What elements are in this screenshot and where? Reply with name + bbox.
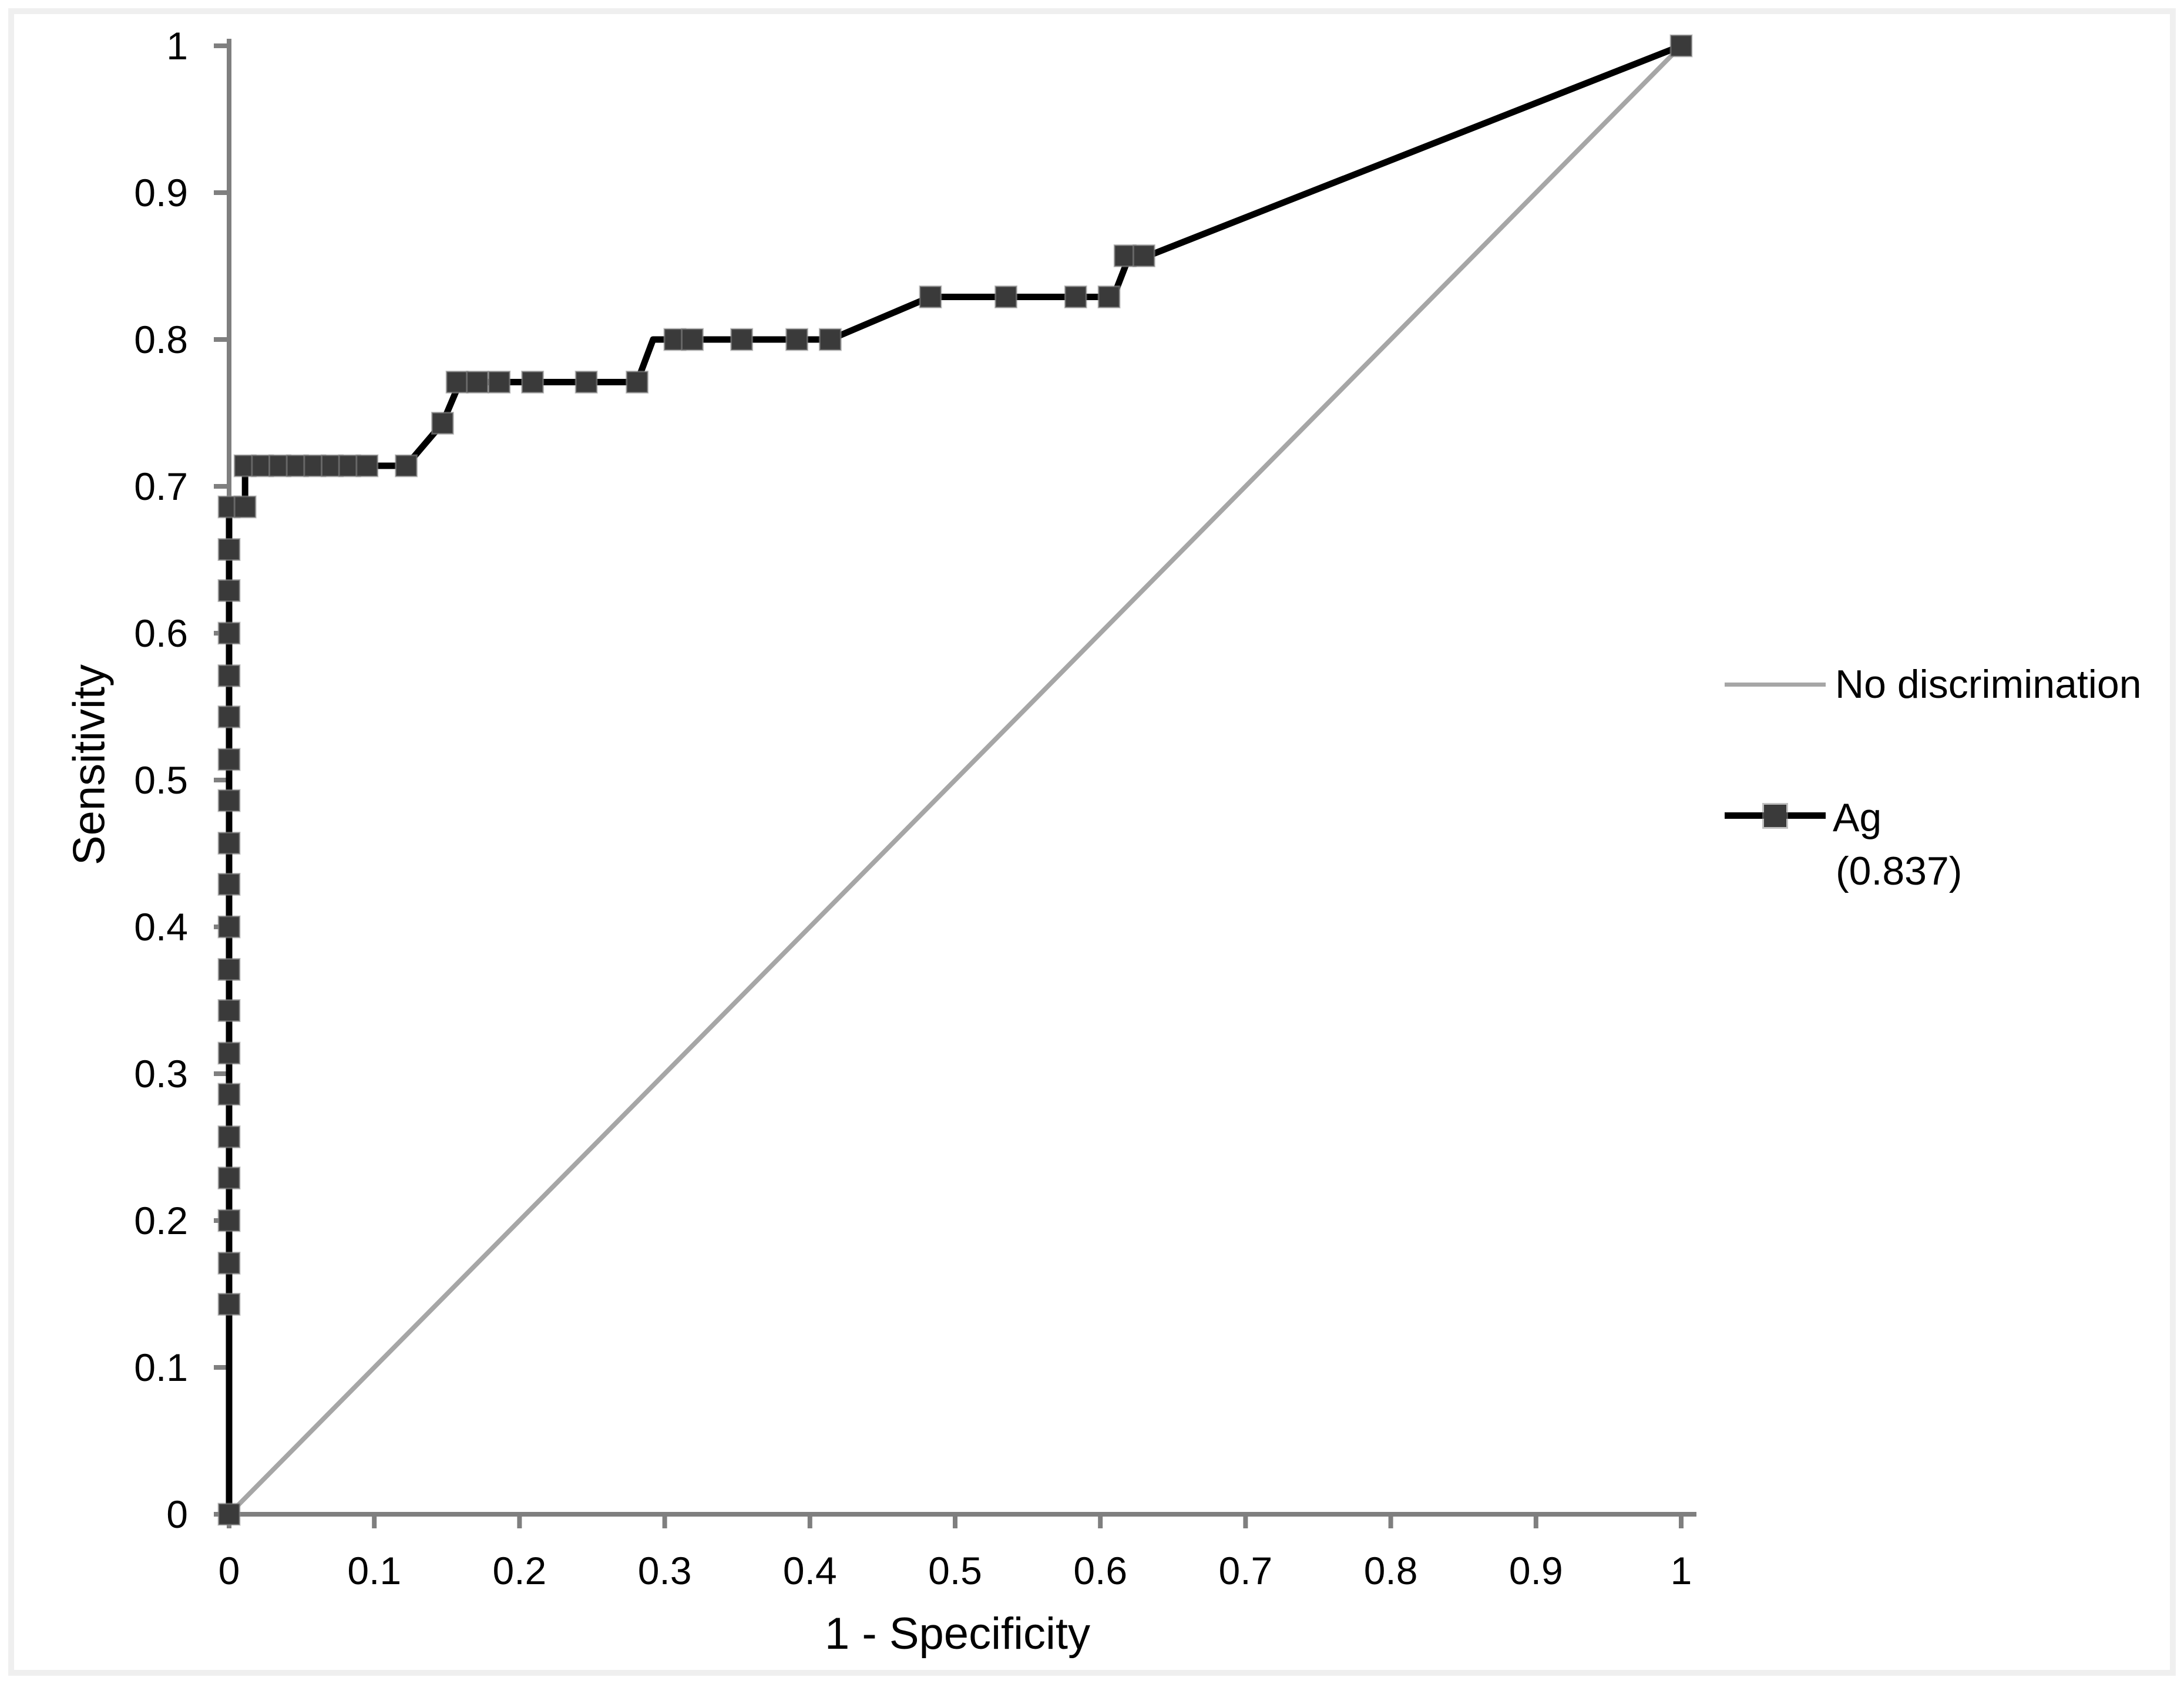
roc-data-marker — [217, 621, 241, 645]
roc-data-marker — [217, 748, 241, 771]
y-tick-label: 0.8 — [134, 318, 188, 361]
x-tick-label: 0.6 — [1073, 1549, 1128, 1592]
roc-data-marker — [217, 873, 241, 896]
roc-data-marker — [217, 1125, 241, 1148]
roc-data-marker — [233, 495, 257, 519]
roc-data-marker — [217, 579, 241, 602]
y-tick-label: 0 — [166, 1493, 188, 1536]
roc-data-marker — [1064, 285, 1087, 308]
roc-data-marker — [994, 285, 1018, 308]
y-tick-label: 0.4 — [134, 905, 188, 949]
roc-data-marker — [574, 371, 598, 394]
no-discrimination-line — [227, 43, 1684, 1517]
roc-data-marker — [217, 1041, 241, 1065]
roc-data-marker — [217, 832, 241, 855]
roc-data-marker — [217, 789, 241, 812]
y-axis-title: Sensitivity — [64, 664, 115, 866]
y-tick-label: 1 — [166, 24, 188, 68]
y-tick-label: 0.5 — [134, 758, 188, 802]
roc-data-marker — [818, 328, 842, 351]
roc-data-marker — [730, 328, 754, 351]
legend-label-ag: Ag — [1833, 795, 1882, 840]
roc-data-marker — [681, 328, 704, 351]
legend-sublabel-ag-auc: (0.837) — [1836, 849, 1963, 893]
roc-data-marker — [431, 412, 454, 435]
roc-data-marker — [466, 371, 489, 394]
x-axis-title: 1 - Specificity — [825, 1609, 1090, 1659]
roc-data-marker — [1113, 244, 1137, 267]
roc-data-marker — [1669, 34, 1693, 58]
x-tick-label: 1 — [1670, 1549, 1692, 1592]
legend-label-no-discrimination: No discrimination — [1835, 662, 2142, 707]
roc-data-marker — [355, 454, 379, 478]
roc-data-marker — [217, 999, 241, 1022]
roc-data-marker — [217, 1503, 241, 1526]
roc-data-marker — [785, 328, 809, 351]
roc-data-marker — [217, 1252, 241, 1275]
roc-data-marker — [217, 1167, 241, 1189]
y-tick-label: 0.3 — [134, 1052, 188, 1095]
roc-data-marker — [1097, 285, 1121, 308]
x-tick-label: 0.7 — [1218, 1549, 1273, 1592]
roc-data-marker — [217, 1293, 241, 1316]
roc-data-marker — [1132, 244, 1155, 267]
no-discrimination-line-swatch — [1725, 683, 1826, 687]
x-tick-label: 0.9 — [1508, 1549, 1563, 1592]
roc-data-marker — [445, 371, 469, 394]
roc-data-marker — [626, 371, 649, 394]
y-tick-label: 0.9 — [134, 171, 188, 214]
x-tick-label: 0.5 — [928, 1549, 982, 1592]
roc-data-marker — [919, 285, 942, 308]
x-tick-label: 0.4 — [782, 1549, 837, 1592]
roc-data-marker — [217, 915, 241, 939]
roc-data-marker — [217, 705, 241, 728]
roc-data-marker — [217, 958, 241, 981]
y-tick-label: 0.7 — [134, 465, 188, 508]
x-tick-label: 0 — [218, 1549, 240, 1592]
roc-data-marker — [521, 371, 545, 394]
y-tick-label: 0.1 — [134, 1346, 188, 1389]
roc-data-marker — [217, 664, 241, 687]
roc-data-marker — [488, 371, 511, 394]
x-tick-label: 0.8 — [1363, 1549, 1418, 1592]
roc-data-marker — [217, 1209, 241, 1232]
x-tick-label: 0.3 — [637, 1549, 692, 1592]
y-tick-label: 0.2 — [134, 1199, 188, 1242]
roc-data-marker — [395, 454, 418, 478]
x-tick-label: 0.2 — [492, 1549, 547, 1592]
roc-data-marker — [217, 538, 241, 561]
y-tick-label: 0.6 — [134, 611, 188, 655]
roc-data-marker — [217, 1083, 241, 1106]
ag-square-marker-icon — [1764, 805, 1786, 827]
x-tick-label: 0.1 — [347, 1549, 402, 1592]
